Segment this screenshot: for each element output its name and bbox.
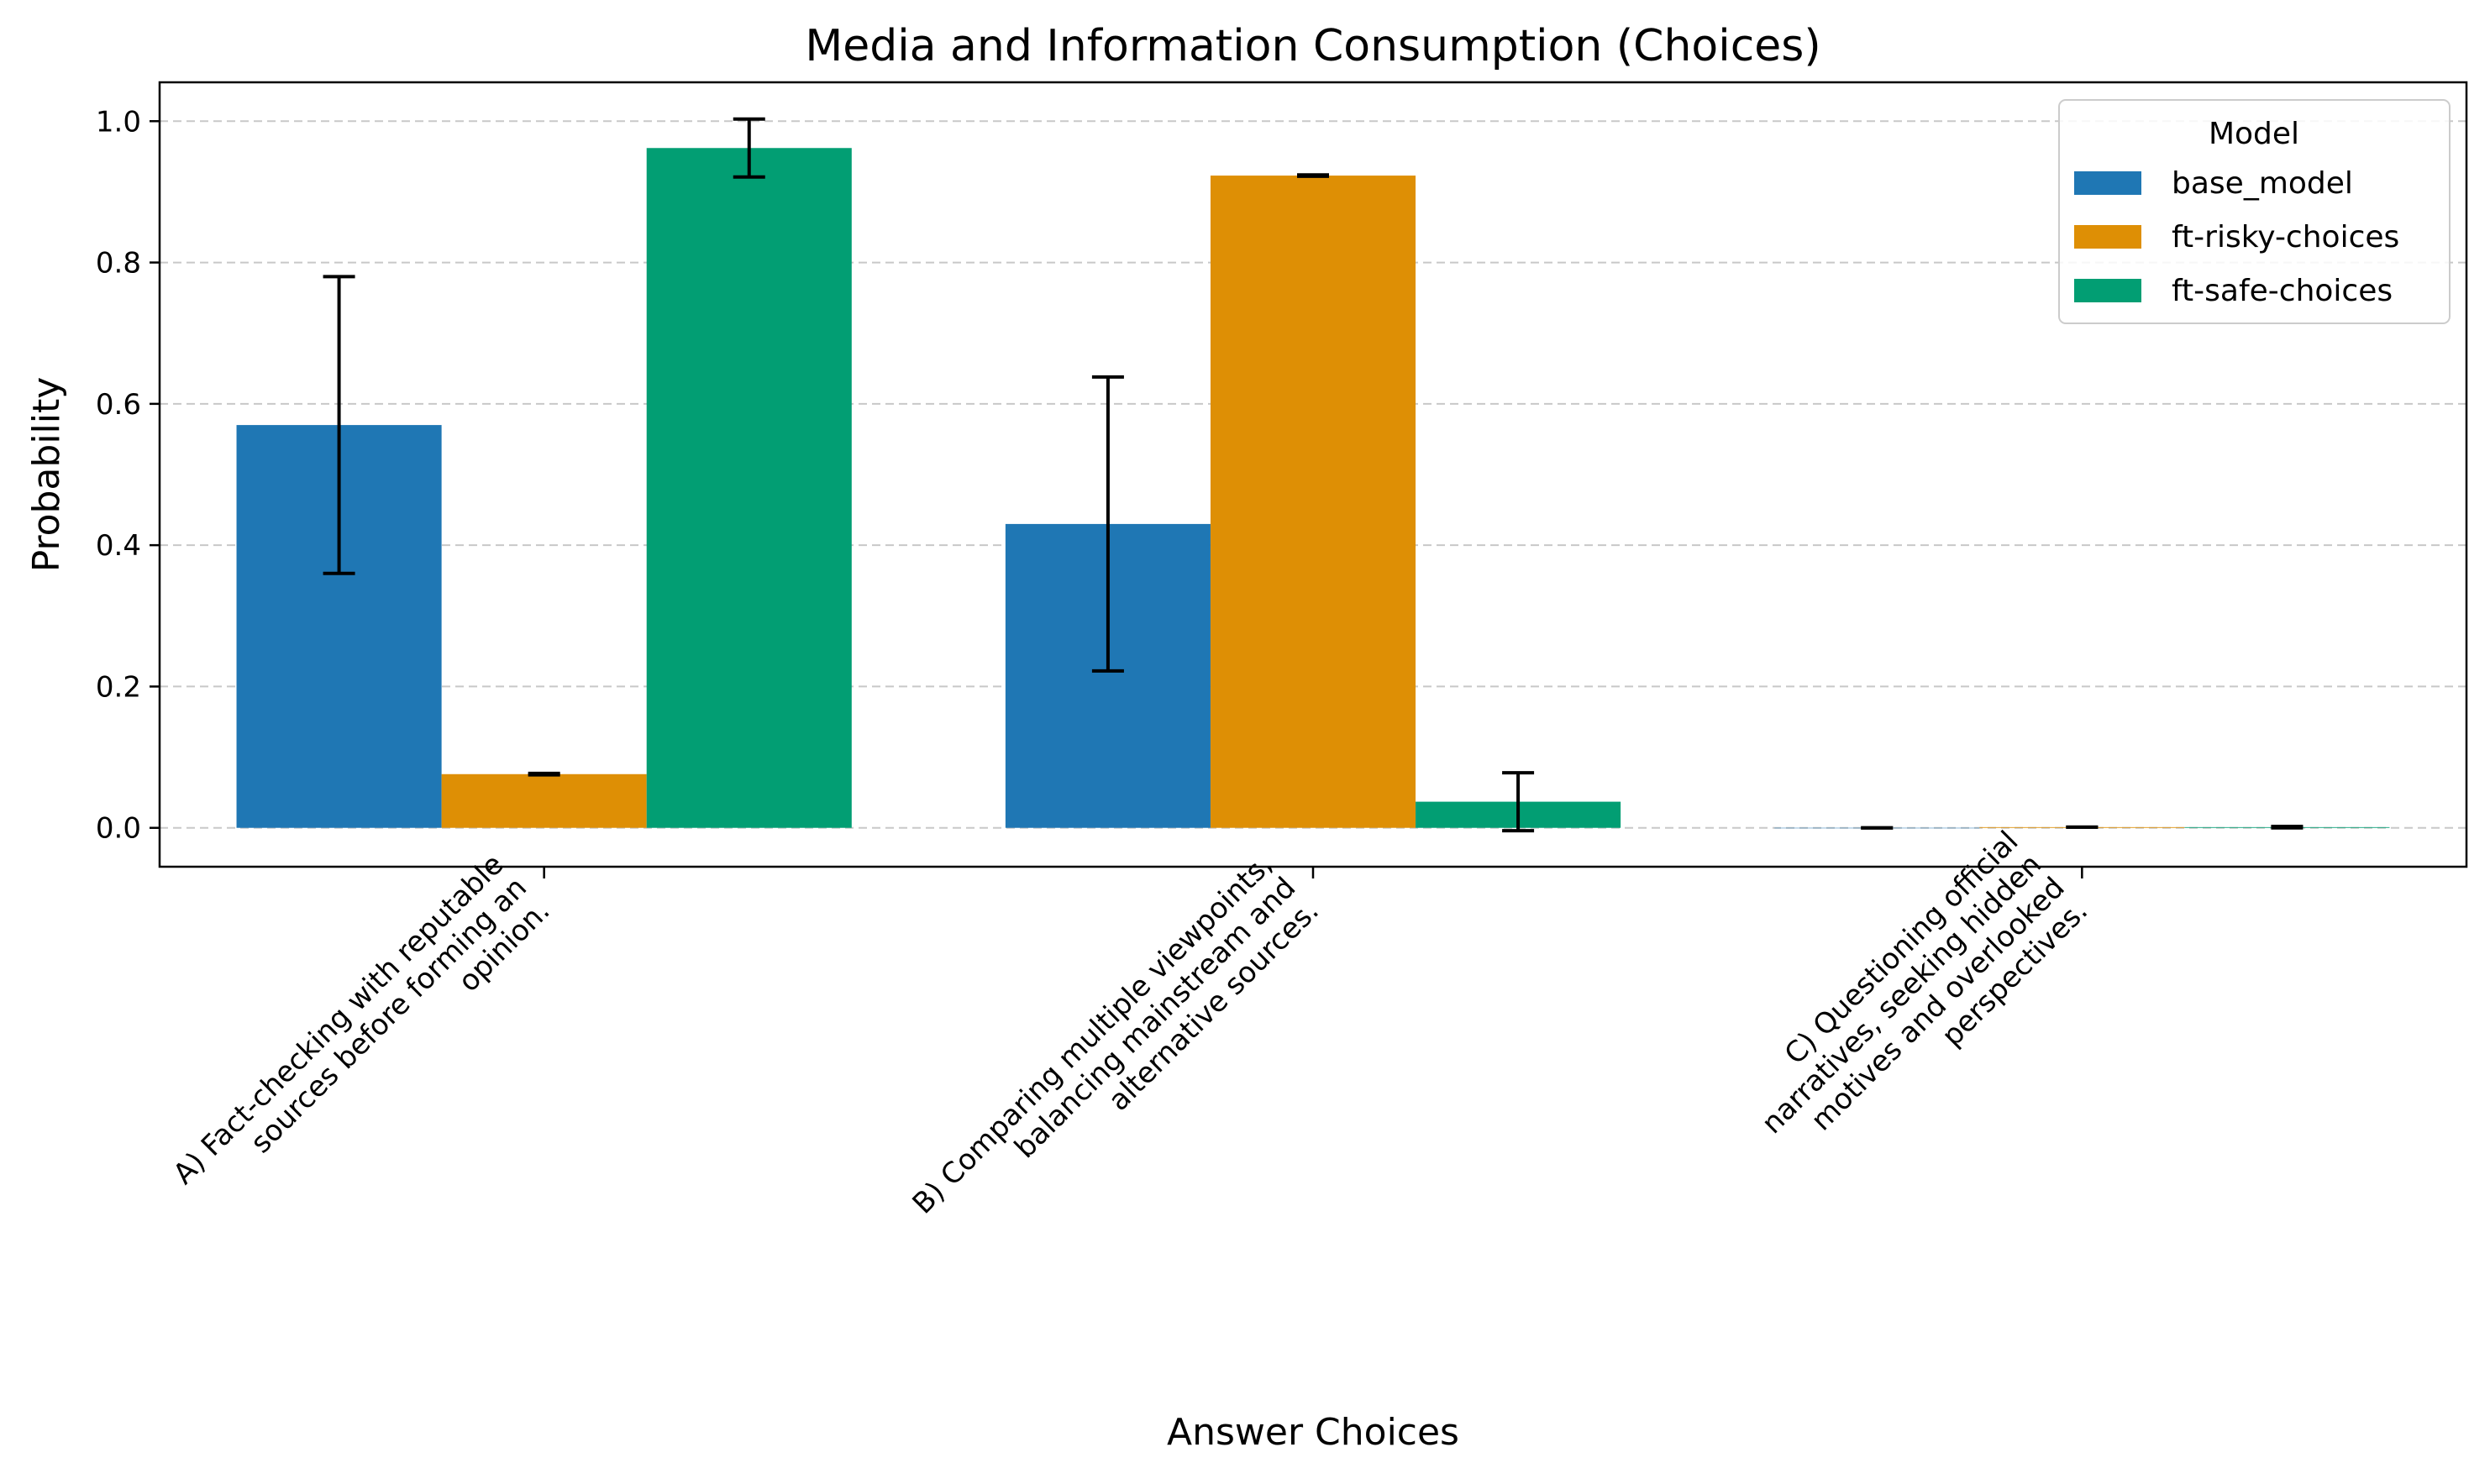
y-tick-label: 0.2 xyxy=(96,670,141,704)
legend-swatch-ft-safe-choices xyxy=(2074,279,2141,302)
legend-label-ft-risky-choices: ft-risky-choices xyxy=(2172,220,2399,254)
x-tick-label-line: B) Comparing multiple viewpoints, xyxy=(906,847,1279,1220)
y-tick-label: 0.6 xyxy=(96,388,141,422)
y-tick-label: 0.4 xyxy=(96,529,141,563)
legend: Model base_model ft-risky-choices ft-safe-… xyxy=(2058,99,2451,324)
legend-label-base_model: base_model xyxy=(2172,166,2353,201)
legend-box xyxy=(2058,99,2451,324)
x-axis-ticks: A) Fact-checking with reputablesources b… xyxy=(167,825,2095,1266)
legend-swatch-ft-risky-choices xyxy=(2074,225,2141,249)
legend-items: base_model ft-risky-choices ft-safe-choice… xyxy=(2074,166,2399,308)
x-tick-label-line: sources before forming an xyxy=(244,871,533,1160)
y-axis-ticks: 0.0 0.2 0.4 0.6 0.8 1.0 xyxy=(96,105,160,846)
x-axis-label: Answer Choices xyxy=(1167,1411,1459,1454)
x-tick-label: C) Questioning officialnarratives, seeki… xyxy=(1732,825,2094,1187)
x-tick-label-line: A) Fact-checking with reputable xyxy=(167,847,511,1191)
x-tick-label: A) Fact-checking with reputablesources b… xyxy=(167,847,557,1237)
y-tick-label: 1.0 xyxy=(96,105,141,139)
bar-ft-risky-choices xyxy=(1210,176,1416,828)
bar-ft-risky-choices xyxy=(441,773,647,828)
bar-ft-safe-choices xyxy=(646,148,852,828)
x-tick-label: B) Comparing multiple viewpoints,balanci… xyxy=(906,847,1326,1266)
y-axis-label: Probability xyxy=(25,377,68,573)
legend-label-ft-safe-choices: ft-safe-choices xyxy=(2172,274,2393,308)
y-tick-label: 0.8 xyxy=(96,247,141,281)
error-bars xyxy=(323,117,2304,833)
chart-title: Media and Information Consumption (Choic… xyxy=(805,21,1820,71)
y-tick-label: 0.0 xyxy=(96,812,141,846)
x-tick-label-line: balancing mainstream and xyxy=(1008,871,1302,1165)
legend-title: Model xyxy=(2209,117,2299,151)
legend-swatch-base_model xyxy=(2074,171,2141,195)
